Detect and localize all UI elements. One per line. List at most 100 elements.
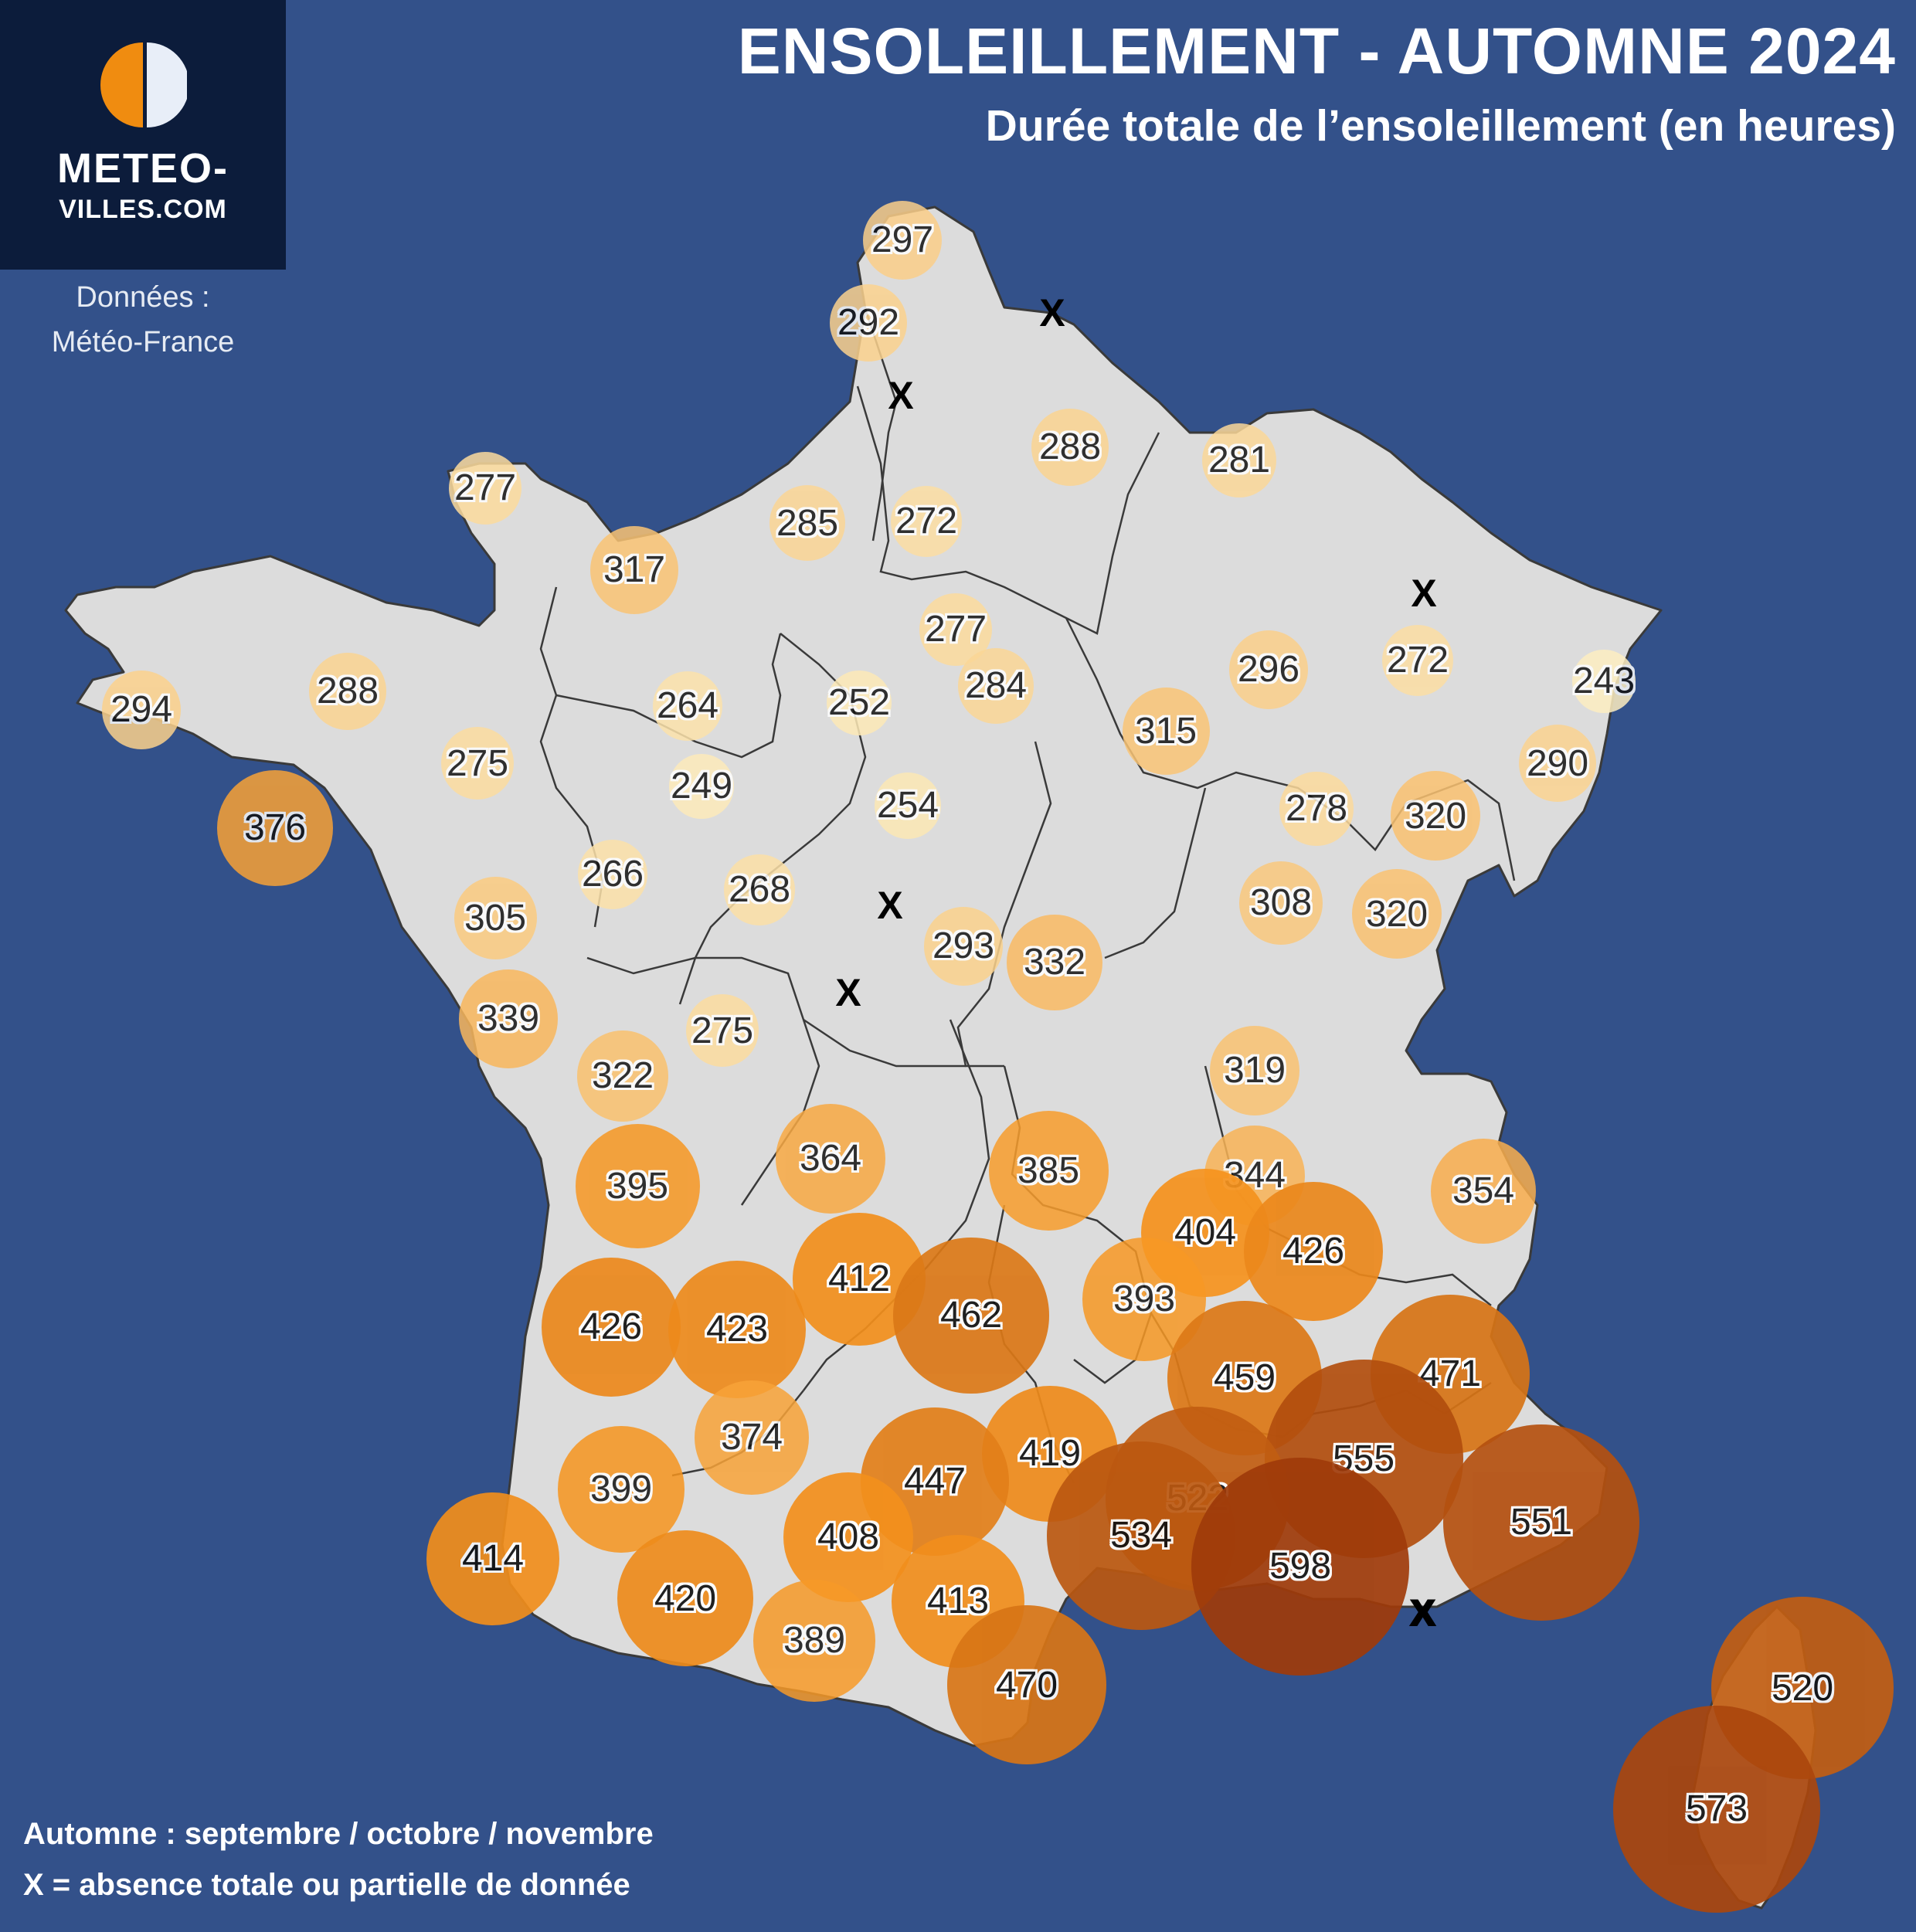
- station-value: 243: [1572, 660, 1636, 702]
- station-value: 462: [939, 1295, 1003, 1336]
- station-marker: 317: [589, 525, 679, 615]
- station-marker: 243: [1572, 650, 1636, 713]
- station-value: 293: [932, 925, 995, 967]
- station-value: 264: [656, 685, 719, 727]
- station-marker: 374: [694, 1380, 810, 1496]
- missing-data-marker: X: [877, 884, 903, 927]
- station-marker: 354: [1430, 1138, 1537, 1244]
- station-marker: 320: [1352, 869, 1442, 959]
- station-marker: 420: [617, 1530, 753, 1666]
- station-value: 413: [926, 1581, 990, 1622]
- station-marker: 277: [448, 451, 522, 525]
- station-marker: 275: [441, 727, 514, 800]
- station-marker: 272: [1381, 624, 1454, 697]
- station-value: 412: [827, 1258, 891, 1300]
- station-marker: 275: [686, 994, 759, 1067]
- station-value: 470: [995, 1664, 1058, 1706]
- station-marker: 339: [459, 969, 558, 1068]
- source-value: Météo-France: [51, 326, 235, 358]
- station-value: 404: [1174, 1212, 1237, 1254]
- station-value: 278: [1285, 788, 1348, 830]
- station-value: 266: [581, 854, 644, 895]
- station-value: 520: [1771, 1667, 1834, 1709]
- station-value: 319: [1223, 1050, 1286, 1092]
- station-marker: 395: [575, 1123, 700, 1248]
- station-value: 332: [1023, 942, 1086, 983]
- missing-data-marker: X: [1039, 291, 1065, 334]
- station-value: 551: [1510, 1502, 1573, 1543]
- source-label: Données :: [76, 281, 210, 314]
- station-marker: 598: [1191, 1457, 1410, 1676]
- station-value: 393: [1113, 1278, 1176, 1320]
- station-marker: 266: [577, 839, 648, 910]
- station-value: 419: [1018, 1433, 1082, 1475]
- station-value: 320: [1365, 893, 1429, 935]
- station-value: 322: [591, 1055, 654, 1097]
- station-marker: 315: [1122, 687, 1210, 775]
- station-marker: 322: [577, 1031, 668, 1122]
- station-value: 447: [903, 1461, 966, 1502]
- station-value: 385: [1017, 1149, 1080, 1191]
- station-value: 249: [670, 766, 733, 807]
- missing-data-marker: X: [888, 374, 914, 417]
- station-value: 573: [1685, 1788, 1748, 1830]
- station-value: 339: [477, 998, 540, 1040]
- station-value: 374: [720, 1417, 783, 1458]
- station-value: 598: [1269, 1546, 1332, 1587]
- station-value: 320: [1404, 795, 1467, 837]
- station-marker: 376: [217, 770, 333, 886]
- page-subtitle: Durée totale de l’ensoleillement (en heu…: [985, 101, 1896, 151]
- half-sun-half-moon-icon: [100, 42, 187, 127]
- station-value: 254: [876, 785, 939, 827]
- station-value: 408: [817, 1516, 880, 1558]
- station-marker: 249: [669, 754, 734, 819]
- station-marker: 447: [860, 1407, 1010, 1557]
- station-value: 294: [110, 689, 173, 731]
- station-marker: 385: [988, 1110, 1109, 1231]
- station-value: 376: [243, 807, 307, 849]
- station-marker: 305: [454, 876, 537, 959]
- station-marker: 308: [1238, 861, 1323, 946]
- station-marker: 399: [558, 1426, 685, 1553]
- station-value: 284: [964, 665, 1028, 707]
- station-value: 399: [589, 1469, 653, 1510]
- station-marker: 284: [958, 648, 1034, 724]
- missing-data-marker: X: [835, 971, 861, 1014]
- station-value: 389: [783, 1620, 846, 1662]
- station-marker: 272: [890, 485, 963, 558]
- station-marker: 470: [947, 1605, 1106, 1764]
- station-marker: 364: [775, 1103, 886, 1214]
- station-marker: 297: [862, 200, 943, 280]
- station-value: 275: [446, 742, 509, 784]
- station-value: 364: [799, 1138, 862, 1180]
- station-value: 423: [705, 1309, 769, 1350]
- station-value: 305: [464, 897, 527, 939]
- station-value: 288: [316, 671, 379, 712]
- station-value: 252: [827, 682, 891, 724]
- station-marker: 268: [724, 854, 795, 925]
- station-value: 308: [1249, 882, 1313, 924]
- station-marker: 389: [753, 1580, 875, 1702]
- station-marker: 281: [1201, 423, 1277, 498]
- station-value: 277: [924, 609, 987, 650]
- station-value: 414: [461, 1538, 525, 1580]
- station-marker: 573: [1613, 1706, 1820, 1913]
- station-marker: 292: [829, 284, 908, 362]
- station-value: 426: [1282, 1231, 1345, 1272]
- station-marker: 332: [1007, 915, 1102, 1010]
- missing-data-marker: X: [1408, 1591, 1435, 1635]
- station-value: 459: [1213, 1357, 1276, 1399]
- station-value: 277: [454, 467, 517, 509]
- station-value: 288: [1038, 426, 1102, 468]
- station-value: 285: [776, 502, 839, 544]
- logo-text-line2: VILLES.COM: [59, 195, 227, 224]
- missing-data-legend: X = absence totale ou partielle de donné…: [23, 1868, 630, 1902]
- missing-data-marker: X: [1411, 572, 1437, 615]
- station-value: 534: [1109, 1515, 1173, 1557]
- missing-data-marker: X: [1411, 1591, 1437, 1635]
- station-marker: 426: [542, 1258, 681, 1397]
- station-marker: 426: [1244, 1182, 1383, 1321]
- station-marker: 290: [1519, 725, 1596, 802]
- station-marker: 254: [875, 772, 941, 839]
- station-marker: 551: [1442, 1424, 1640, 1621]
